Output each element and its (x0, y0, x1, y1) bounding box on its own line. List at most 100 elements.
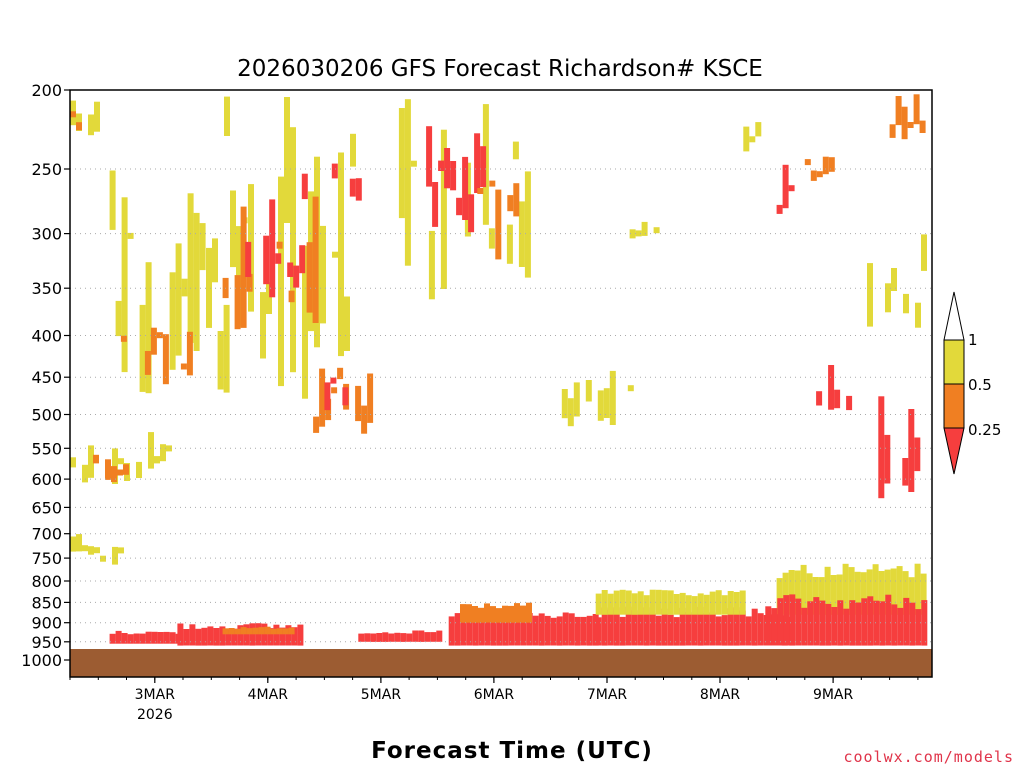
ri-cell (156, 332, 163, 339)
ri-cell (822, 156, 829, 175)
x-axis: 3MAR 2026 4MAR 5MAR 6MAR 7MAR 8MAR 9MAR (69, 677, 919, 723)
ri-cell (538, 613, 545, 646)
ri-cell (830, 575, 837, 615)
ri-cell (193, 212, 200, 351)
ri-cell (474, 133, 481, 193)
ri-cell (228, 628, 235, 635)
ri-cell (649, 589, 656, 615)
ri-cell (867, 596, 874, 646)
ri-cell (169, 632, 176, 644)
ri-cell (507, 195, 514, 212)
ri-cell (895, 96, 902, 126)
ri-cell (213, 628, 220, 646)
ri-cell (885, 283, 891, 313)
ri-cell (255, 623, 262, 646)
ri-cell (661, 590, 668, 615)
ri-cell (861, 598, 868, 646)
ri-cell (276, 241, 283, 249)
ri-cell (595, 593, 602, 615)
ri-cell (866, 569, 873, 615)
ri-cell (816, 391, 823, 406)
ri-cell (319, 368, 326, 427)
ri-region (358, 630, 443, 642)
ri-cell (526, 602, 532, 623)
ri-cell (261, 623, 268, 646)
ri-cell (349, 178, 356, 197)
ri-cell (260, 292, 266, 359)
ri-cell (331, 387, 338, 394)
ri-cell (788, 185, 795, 192)
ri-region (448, 610, 599, 646)
ri-cell (776, 204, 783, 214)
ri-cell (836, 574, 843, 615)
y-tick-label: 900 (31, 614, 62, 633)
ri-cell (275, 253, 282, 264)
x-tick-label: 4MAR (248, 687, 289, 703)
ri-cell (288, 290, 295, 303)
ri-cell (909, 602, 916, 646)
ri-cell (157, 632, 164, 644)
ri-cells (70, 94, 928, 646)
ri-cell (903, 293, 909, 314)
ri-cell (388, 633, 395, 642)
ri-cell (88, 445, 94, 478)
ri-cell (514, 603, 520, 623)
ri-cell (466, 619, 473, 646)
ri-cell (145, 262, 152, 394)
ri-region (301, 163, 362, 201)
ri-cell (364, 633, 371, 642)
ri-cell (631, 610, 638, 646)
ri-region (324, 377, 349, 411)
ri-cell (278, 176, 284, 387)
ri-cell (338, 152, 344, 357)
ri-cell (337, 367, 344, 380)
ri-cell (162, 334, 169, 385)
ri-cell (440, 129, 447, 289)
ri-cell (306, 242, 313, 313)
ri-cell (418, 630, 425, 642)
ri-cell (915, 609, 922, 646)
ri-cell (782, 164, 789, 209)
ri-cell (627, 385, 634, 392)
ri-cell (550, 617, 557, 646)
ri-cell (144, 351, 151, 375)
ri-cell (586, 615, 593, 646)
ri-cell (484, 603, 490, 623)
ri-cell (573, 382, 580, 417)
ri-cell (776, 578, 783, 615)
ri-cell (82, 464, 88, 483)
ri-cell (512, 141, 519, 160)
ri-cell (189, 624, 196, 646)
ri-cell (302, 245, 308, 399)
ground-band (70, 649, 932, 677)
ri-cell (661, 608, 668, 646)
y-tick-label: 750 (31, 549, 62, 568)
ri-cell (607, 609, 614, 646)
ri-cell (406, 633, 413, 642)
x-tick-label: 7MAR (587, 687, 628, 703)
ri-cell (715, 590, 722, 615)
ri-cell (223, 304, 230, 393)
ri-cell (641, 221, 648, 236)
ri-cell (120, 335, 127, 342)
ri-region (776, 563, 927, 615)
ri-cell (855, 602, 862, 646)
ri-cell (807, 601, 814, 646)
ri-cell (450, 161, 457, 191)
ri-cell (526, 613, 533, 646)
ri-cell (585, 380, 592, 402)
ri-cell (355, 178, 362, 201)
ri-cell (783, 595, 790, 646)
ri-cell (506, 224, 513, 264)
ri-cell (919, 120, 926, 133)
ri-cell (771, 608, 778, 646)
ri-cell (478, 607, 484, 623)
ri-cell (93, 454, 99, 464)
ri-cell (109, 633, 116, 644)
ri-cell (513, 183, 520, 217)
ri-cell (878, 396, 885, 499)
ri-cell (342, 387, 349, 406)
ri-cell (394, 632, 401, 642)
ri-cell (703, 613, 710, 646)
ri-cell (398, 108, 405, 219)
